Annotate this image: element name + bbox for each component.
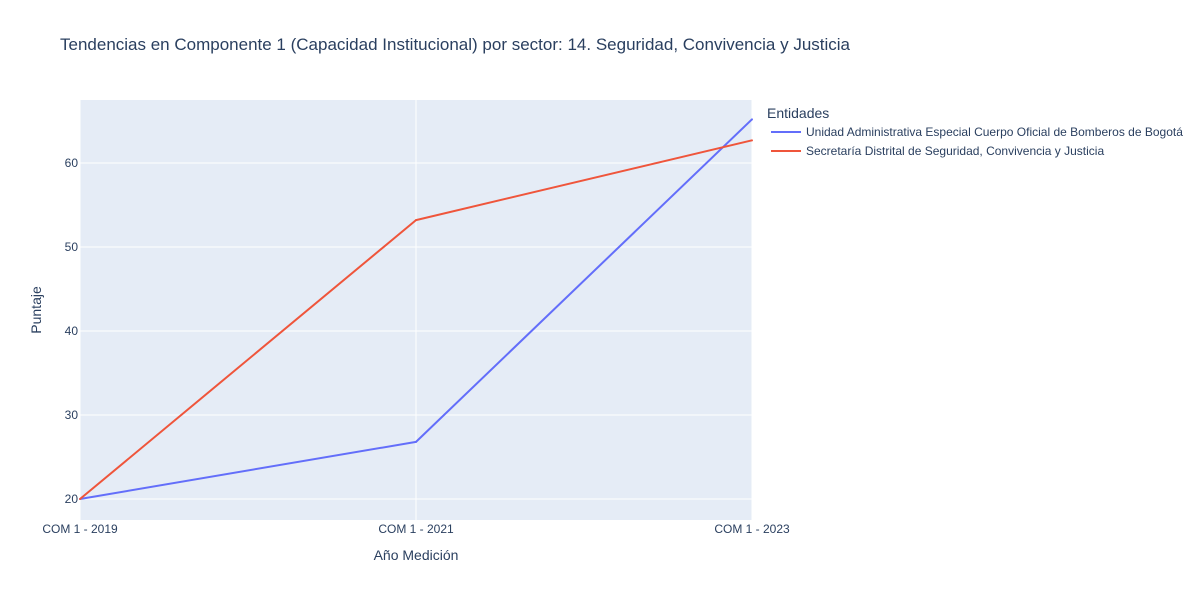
series-layer	[79, 118, 753, 500]
legend: Entidades Unidad Administrativa Especial…	[767, 105, 1183, 158]
legend-title: Entidades	[767, 105, 829, 121]
x-axis-title: Año Medición	[374, 547, 459, 563]
x-tick-label: COM 1 - 2021	[378, 522, 454, 536]
x-tick-label: COM 1 - 2023	[714, 522, 790, 536]
x-axis-ticks: COM 1 - 2019 COM 1 - 2021 COM 1 - 2023	[42, 522, 790, 536]
data-point	[415, 440, 417, 443]
y-axis-ticks: 20 30 40 50 60	[65, 156, 79, 506]
y-tick-label: 40	[65, 324, 79, 338]
legend-item-label: Secretaría Distrital de Seguridad, Convi…	[806, 144, 1104, 158]
x-tick-label: COM 1 - 2019	[42, 522, 118, 536]
data-point	[751, 118, 753, 121]
y-tick-label: 60	[65, 156, 79, 170]
legend-item-label: Unidad Administrativa Especial Cuerpo Of…	[806, 125, 1183, 139]
data-point	[751, 139, 753, 142]
gridlines	[79, 100, 753, 520]
y-tick-label: 50	[65, 240, 79, 254]
y-tick-label: 30	[65, 408, 79, 422]
data-point	[415, 219, 417, 222]
data-point	[79, 498, 81, 500]
y-tick-label: 20	[65, 492, 79, 506]
chart-title: Tendencias en Componente 1 (Capacidad In…	[60, 35, 851, 54]
y-axis-title: Puntaje	[28, 286, 44, 334]
